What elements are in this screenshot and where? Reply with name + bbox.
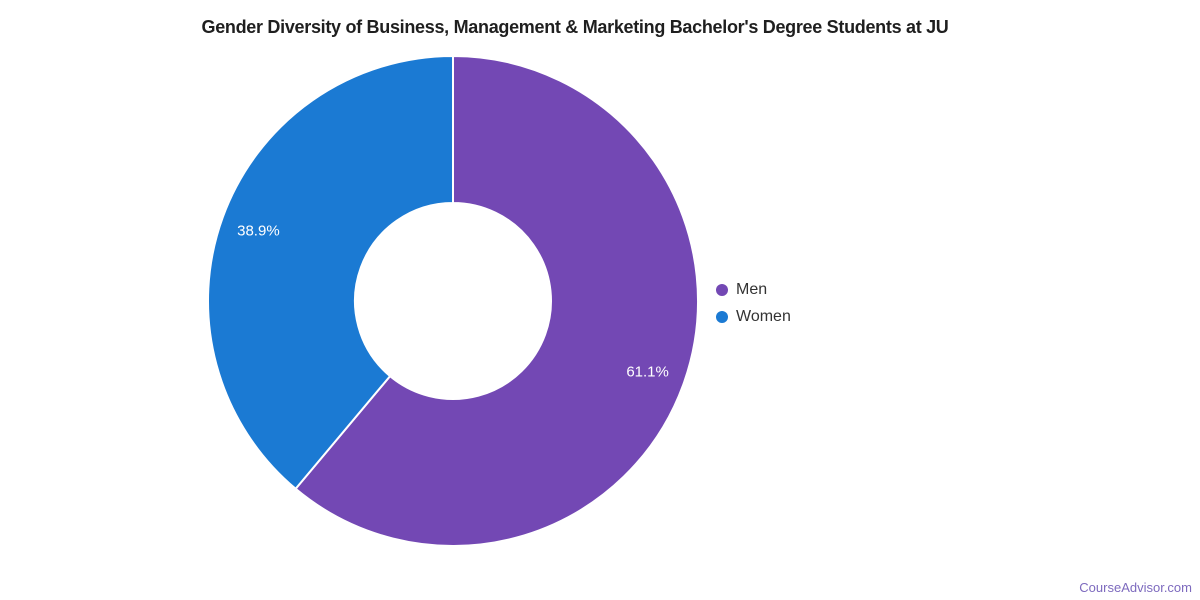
legend-swatch-women-icon xyxy=(716,310,728,323)
legend-label-men: Men xyxy=(736,281,768,298)
donut-chart: 61.1% 38.9% xyxy=(207,55,699,547)
legend-label-women: Women xyxy=(736,308,791,325)
slice-label-women: 38.9% xyxy=(237,222,280,239)
slice-label-men: 61.1% xyxy=(626,364,669,381)
legend-item-women[interactable]: Women xyxy=(716,303,791,330)
pie-slice-men[interactable] xyxy=(294,55,699,547)
pie-slice-women[interactable] xyxy=(207,55,454,490)
legend-item-men[interactable]: Men xyxy=(716,276,791,303)
legend: Men Women xyxy=(716,276,791,330)
chart-title: Gender Diversity of Business, Management… xyxy=(201,17,949,37)
watermark-link[interactable]: CourseAdvisor.com xyxy=(1079,580,1192,595)
legend-swatch-men-icon xyxy=(716,283,728,296)
